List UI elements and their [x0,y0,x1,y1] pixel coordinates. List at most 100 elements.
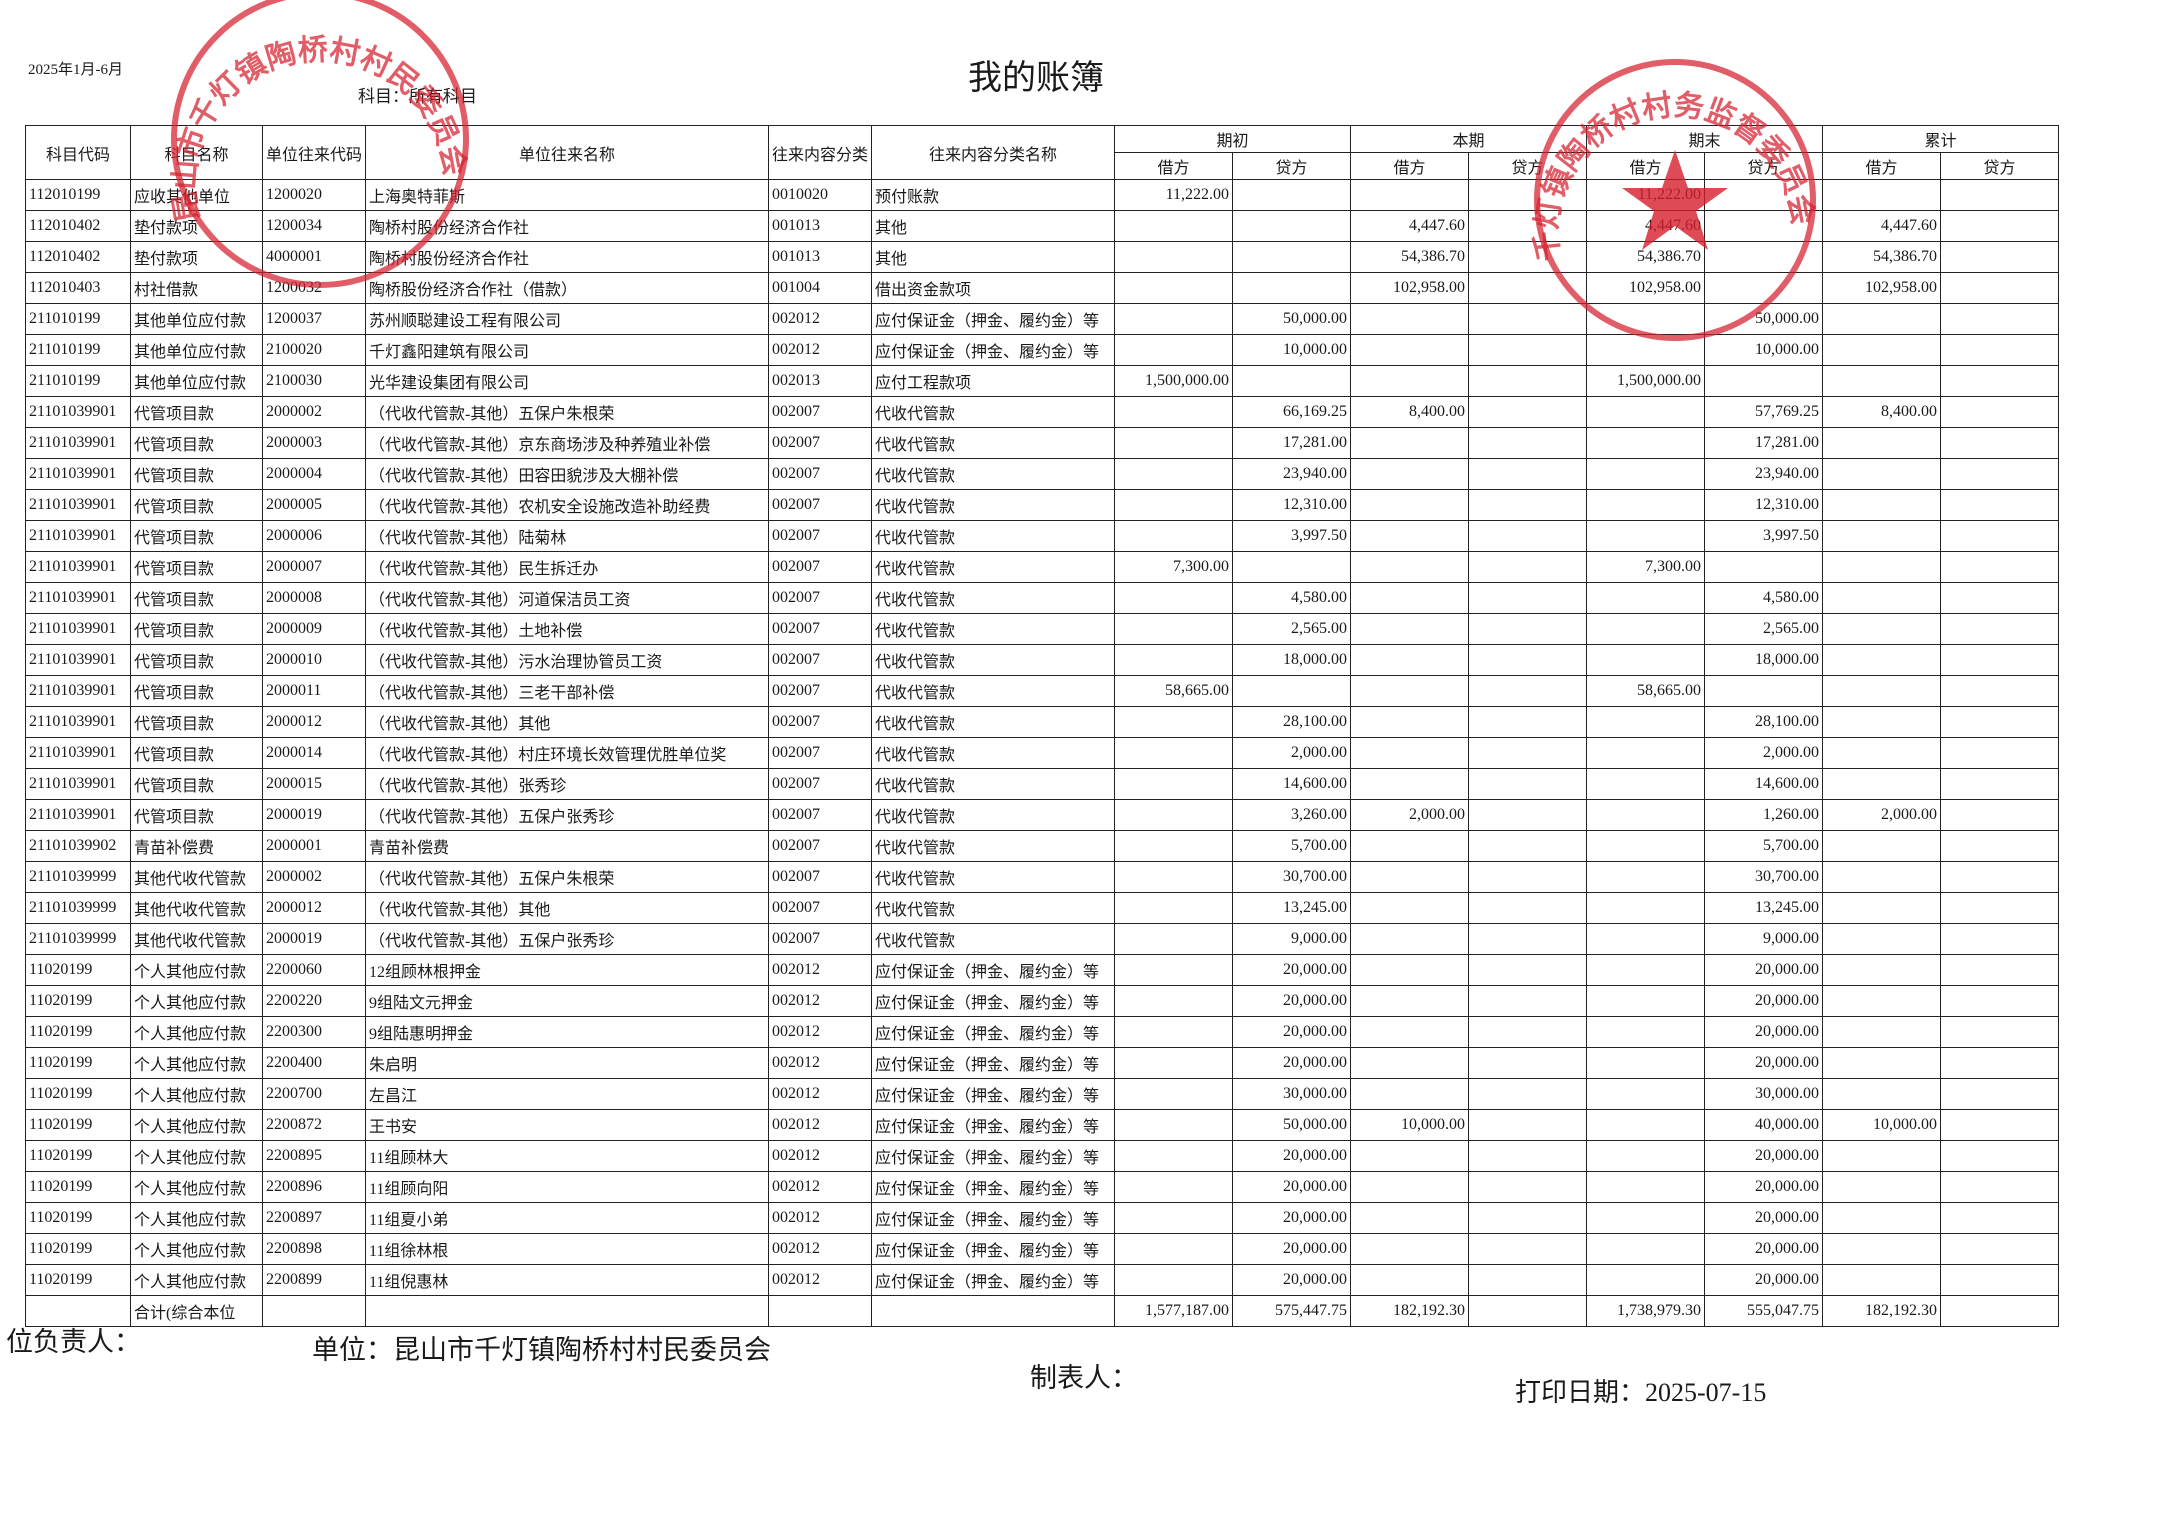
cell: 代管项目款 [130,737,263,769]
cell: 应付保证金（押金、履约金）等 [871,334,1116,366]
cell: 11组顾向阳 [365,1171,770,1203]
amount-cell: 30,700.00 [1232,861,1352,893]
cell: 千灯鑫阳建筑有限公司 [365,334,770,366]
cell: 1200032 [261,272,367,304]
cell: 个人其他应付款 [130,1140,263,1172]
cell: 个人其他应付款 [130,1109,263,1141]
leader-label: 位负责人： [6,1327,141,1357]
sub-header: 借方 [1586,152,1706,180]
ledger-row: 112010402 垫付款项 4000001 陶桥村股份经济合作社 001013 其他 54… [25,241,2060,273]
cell: 11组倪惠林 [365,1264,770,1296]
cell: 青苗补偿费 [130,830,263,862]
amount-cell [1468,1264,1588,1296]
ledger-row: 11020199 个人其他应付款 2200700 左昌江 002012 应付保证金（押金、… [25,1078,2060,1110]
ledger-row: 11020199 个人其他应付款 2200897 11组夏小弟 002012 应付保证金（… [25,1202,2060,1234]
amount-cell: 20,000.00 [1232,1233,1352,1265]
cell: （代收代管款-其他）其他 [365,892,770,924]
group-header: 期初 [1114,125,1352,153]
ledger-row: 11020199 个人其他应付款 2200872 王书安 002012 应付保证金（押金、… [25,1109,2060,1141]
cell: 002007 [768,520,873,552]
group-header: 期末 [1586,125,1824,153]
cell: 211010199 [25,365,131,397]
amount-cell: 11,222.00 [1114,179,1234,211]
sub-header: 贷方 [1704,152,1824,180]
amount-cell [1586,923,1706,955]
cell: 代收代管款 [871,644,1116,676]
cell: 应付保证金（押金、履约金）等 [871,1047,1116,1079]
cell: 代收代管款 [871,861,1116,893]
cell: 应付保证金（押金、履约金）等 [871,1233,1116,1265]
cell: 112010199 [25,179,131,211]
amount-cell [1468,1016,1588,1048]
amount-cell [1940,489,2060,521]
amount-cell [1940,272,2060,304]
amount-cell [1468,582,1588,614]
amount-cell [1586,1171,1706,1203]
amount-cell [1114,489,1234,521]
cell: 21101039902 [25,830,131,862]
cell: 代管项目款 [130,427,263,459]
ledger-row: 11020199 个人其他应付款 2200899 11组倪惠林 002012 应付保证金（… [25,1264,2060,1296]
amount-cell [1940,954,2060,986]
amount-cell [1586,1140,1706,1172]
amount-cell [1468,241,1588,273]
amount-cell [1468,489,1588,521]
amount-cell [1822,830,1942,862]
cell: 002007 [768,861,873,893]
cell: 2000003 [261,427,367,459]
amount-cell: 54,386.70 [1586,241,1706,273]
amount-cell: 17,281.00 [1704,427,1824,459]
cell: 其他单位应付款 [130,334,263,366]
cell: 002007 [768,830,873,862]
amount-cell [1822,582,1942,614]
amount-cell [1468,272,1588,304]
cell: 21101039901 [25,582,131,614]
cell: （代收代管款-其他）农机安全设施改造补助经费 [365,489,770,521]
cell: 002007 [768,427,873,459]
amount-cell [1350,551,1470,583]
cell: 2200300 [261,1016,367,1048]
amount-cell [1468,551,1588,583]
amount-cell [1940,1202,2060,1234]
amount-cell [1940,1264,2060,1296]
cell: 21101039901 [25,458,131,490]
cell: 代管项目款 [130,551,263,583]
amount-cell [1586,644,1706,676]
cell: 代管项目款 [130,706,263,738]
cell: 11020199 [25,1233,131,1265]
cell: 2200400 [261,1047,367,1079]
cell: 002012 [768,1109,873,1141]
cell: 应付保证金（押金、履约金）等 [871,1078,1116,1110]
cell: 个人其他应付款 [130,1078,263,1110]
cell: 211010199 [25,334,131,366]
cell: 代收代管款 [871,830,1116,862]
amount-cell [1468,1140,1588,1172]
cell: 2000011 [261,675,367,707]
amount-cell [1114,396,1234,428]
amount-cell: 13,245.00 [1704,892,1824,924]
amount-cell [1232,365,1352,397]
amount-cell: 20,000.00 [1704,1171,1824,1203]
amount-cell: 2,000.00 [1704,737,1824,769]
amount-cell [1350,954,1470,986]
amount-cell [1350,706,1470,738]
amount-cell [1468,458,1588,490]
cell: 002012 [768,1016,873,1048]
cell: 应付保证金（押金、履约金）等 [871,954,1116,986]
amount-cell: 5,700.00 [1704,830,1824,862]
cell: （代收代管款-其他）民生拆迁办 [365,551,770,583]
ledger-row: 21101039901 代管项目款 2000012 （代收代管款-其他）其他 00200… [25,706,2060,738]
amount-cell [1822,737,1942,769]
amount-cell: 57,769.25 [1704,396,1824,428]
cell: 2200897 [261,1202,367,1234]
amount-cell [1468,830,1588,862]
cell: 21101039901 [25,768,131,800]
cell: 代管项目款 [130,520,263,552]
amount-cell [1940,923,2060,955]
amount-cell: 40,000.00 [1704,1109,1824,1141]
amount-cell [1586,613,1706,645]
amount-cell: 8,400.00 [1822,396,1942,428]
amount-cell: 4,447.60 [1350,210,1470,242]
cell: 21101039999 [25,923,131,955]
cell: 001013 [768,241,873,273]
